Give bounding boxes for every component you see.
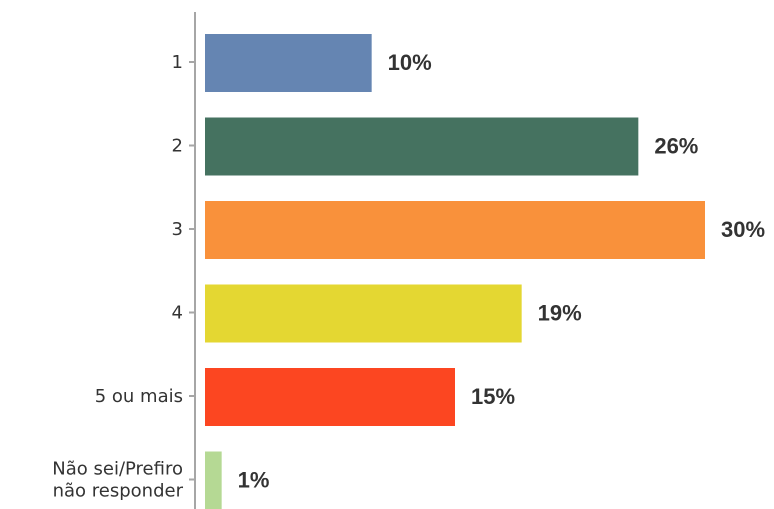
bar bbox=[205, 451, 222, 509]
data-label: 10% bbox=[388, 50, 432, 75]
category-label: 1 bbox=[172, 52, 183, 73]
category-label: 4 bbox=[172, 303, 183, 324]
bar bbox=[205, 368, 455, 426]
bar bbox=[205, 117, 639, 176]
data-label: 30% bbox=[721, 217, 765, 242]
bar bbox=[205, 34, 372, 92]
bar bbox=[205, 201, 705, 259]
category-label: 3 bbox=[172, 219, 183, 240]
data-label: 1% bbox=[238, 468, 270, 493]
bar bbox=[205, 284, 522, 343]
category-label: 2 bbox=[172, 136, 183, 157]
data-label: 26% bbox=[654, 134, 698, 159]
category-label: 5 ou mais bbox=[95, 386, 183, 407]
data-label: 19% bbox=[538, 301, 582, 326]
category-label: Não sei/Prefiro bbox=[52, 459, 183, 480]
category-label: não responder bbox=[53, 481, 184, 502]
data-label: 15% bbox=[471, 384, 515, 409]
